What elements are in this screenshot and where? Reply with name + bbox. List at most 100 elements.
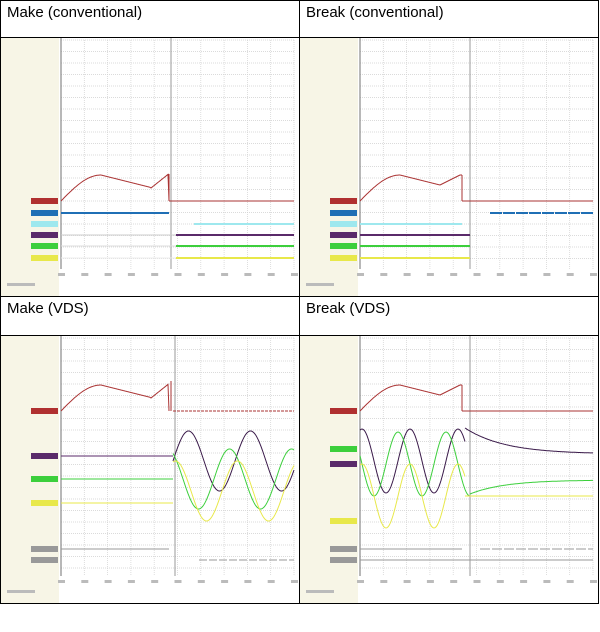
channel-tag bbox=[31, 408, 58, 414]
trace bbox=[359, 463, 466, 529]
channel-tag bbox=[330, 518, 357, 524]
header-text: Make (conventional) bbox=[7, 4, 143, 21]
axis-label bbox=[197, 273, 205, 276]
scope-screenshot bbox=[300, 38, 597, 296]
axis-label bbox=[221, 273, 229, 276]
axis-label bbox=[520, 273, 528, 276]
axis-label bbox=[291, 273, 298, 276]
axis-label bbox=[104, 273, 112, 276]
axis-label bbox=[81, 273, 89, 276]
axis-label bbox=[450, 580, 458, 583]
axis-label bbox=[543, 580, 551, 583]
axis-label bbox=[496, 273, 504, 276]
trace bbox=[359, 428, 466, 494]
axis-label bbox=[450, 273, 458, 276]
channel-tag bbox=[330, 557, 357, 563]
trace bbox=[359, 431, 471, 497]
cell-image bbox=[299, 335, 599, 604]
axis-label bbox=[380, 580, 388, 583]
axis-label bbox=[174, 273, 182, 276]
axis-label bbox=[566, 273, 574, 276]
channel-tag bbox=[330, 461, 357, 467]
channel-tag bbox=[330, 232, 357, 238]
axis-label bbox=[403, 580, 411, 583]
scope-footer bbox=[7, 283, 35, 286]
channel-tag bbox=[330, 446, 357, 452]
channel-tag bbox=[31, 557, 58, 563]
axis-label bbox=[357, 273, 364, 276]
trace bbox=[464, 427, 593, 454]
trace bbox=[172, 460, 295, 522]
scope-footer bbox=[7, 590, 35, 593]
channel-tag bbox=[330, 198, 357, 204]
axis-label bbox=[221, 580, 229, 583]
cell-header: Break (VDS) bbox=[299, 296, 599, 336]
axis-label bbox=[473, 580, 481, 583]
cell-header: Make (conventional) bbox=[0, 0, 300, 38]
channel-tag bbox=[31, 232, 58, 238]
cell-image bbox=[0, 37, 300, 297]
cell-image bbox=[299, 37, 599, 297]
axis-label bbox=[426, 273, 434, 276]
scope-footer bbox=[306, 283, 334, 286]
cell-image bbox=[0, 335, 300, 604]
axis-label bbox=[496, 580, 504, 583]
channel-tag bbox=[330, 255, 357, 261]
axis-label bbox=[197, 580, 205, 583]
header-text: Break (conventional) bbox=[306, 4, 444, 21]
header-text: Break (VDS) bbox=[306, 300, 391, 317]
trace bbox=[60, 383, 170, 412]
axis-label bbox=[473, 273, 481, 276]
channel-tag bbox=[330, 243, 357, 249]
axis-label bbox=[127, 580, 135, 583]
channel-tag bbox=[330, 546, 357, 552]
axis-label bbox=[357, 580, 364, 583]
channel-tag bbox=[330, 408, 357, 414]
axis-label bbox=[267, 580, 275, 583]
axis-label bbox=[104, 580, 112, 583]
axis-label bbox=[127, 273, 135, 276]
channel-tag bbox=[330, 221, 357, 227]
axis-label bbox=[151, 273, 159, 276]
axis-label bbox=[151, 580, 159, 583]
trace bbox=[172, 430, 295, 492]
cell-header: Make (VDS) bbox=[0, 296, 300, 336]
trace bbox=[172, 448, 295, 510]
header-text: Make (VDS) bbox=[7, 300, 89, 317]
axis-label bbox=[58, 580, 65, 583]
scope-screenshot bbox=[1, 38, 298, 296]
axis-label bbox=[566, 580, 574, 583]
channel-tag bbox=[31, 198, 58, 204]
trace bbox=[469, 479, 593, 495]
axis-label bbox=[520, 580, 528, 583]
axis-label bbox=[244, 273, 252, 276]
trace bbox=[359, 384, 462, 412]
scope-margin bbox=[300, 38, 358, 296]
axis-label bbox=[81, 580, 89, 583]
axis-label bbox=[590, 580, 597, 583]
scope-margin bbox=[1, 38, 59, 296]
channel-tag bbox=[31, 476, 58, 482]
cell-header: Break (conventional) bbox=[299, 0, 599, 38]
trace bbox=[359, 174, 462, 202]
axis-label bbox=[543, 273, 551, 276]
axis-label bbox=[58, 273, 65, 276]
scope-footer bbox=[306, 590, 334, 593]
channel-tag bbox=[31, 243, 58, 249]
axis-label bbox=[426, 580, 434, 583]
channel-tag bbox=[31, 255, 58, 261]
axis-label bbox=[291, 580, 298, 583]
channel-tag bbox=[31, 546, 58, 552]
axis-label bbox=[380, 273, 388, 276]
scope-screenshot bbox=[1, 336, 298, 603]
channel-tag bbox=[31, 221, 58, 227]
axis-label bbox=[403, 273, 411, 276]
axis-label bbox=[590, 273, 597, 276]
channel-tag bbox=[31, 500, 58, 506]
axis-label bbox=[267, 273, 275, 276]
trace bbox=[60, 173, 170, 202]
axis-label bbox=[174, 580, 182, 583]
scope-screenshot bbox=[300, 336, 597, 603]
channel-tag bbox=[31, 453, 58, 459]
